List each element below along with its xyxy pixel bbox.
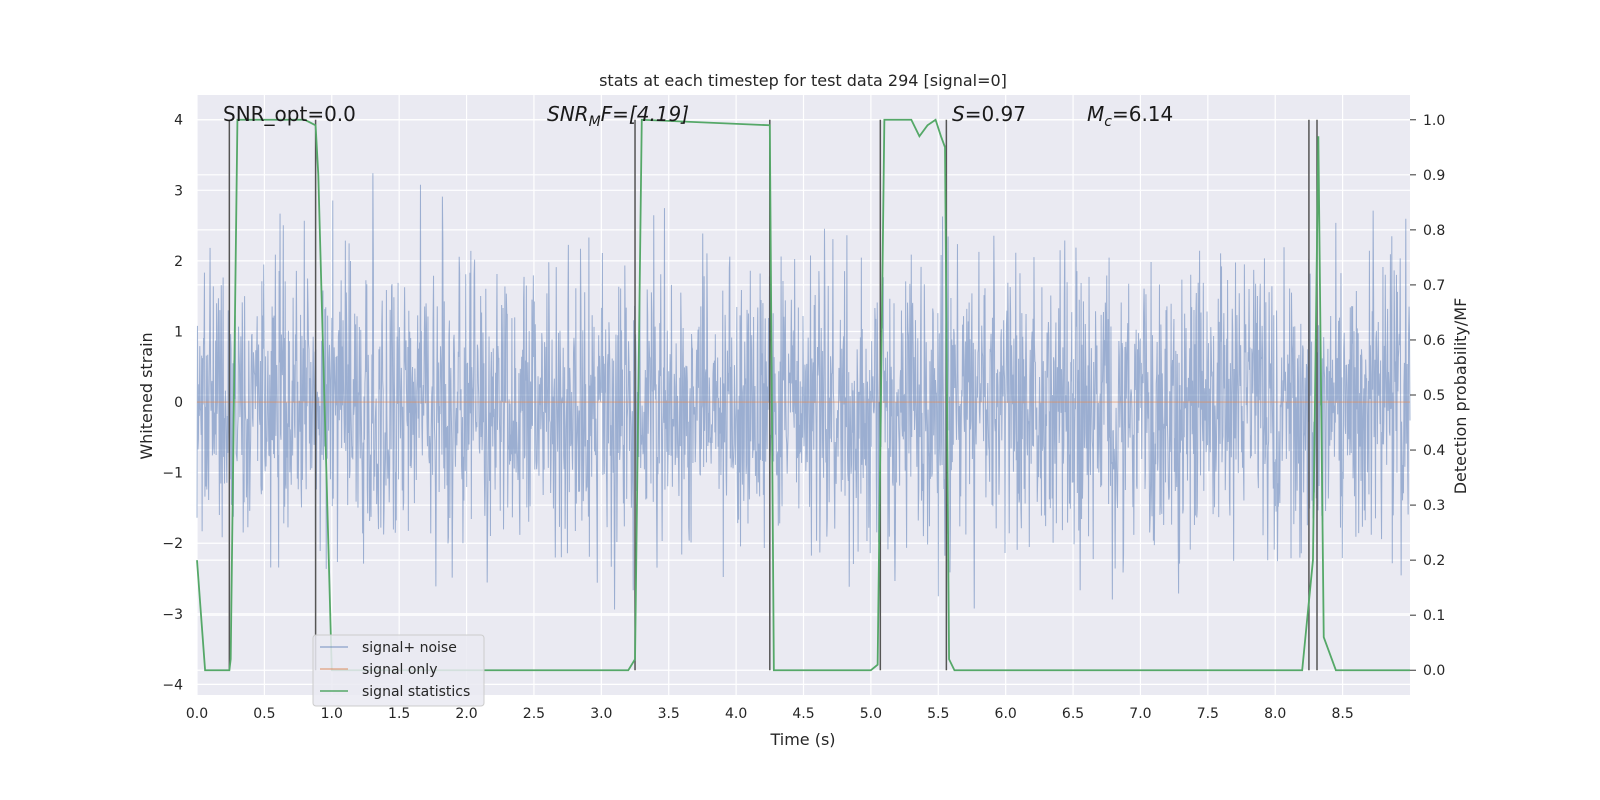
x-tick-label: 4.0 xyxy=(725,706,747,722)
y-tick-label: −1 xyxy=(162,466,183,482)
y2-axis-label: Detection probability/MF xyxy=(1451,298,1470,495)
y-axis-label: Whitened strain xyxy=(137,332,156,459)
y-tick-label: 2 xyxy=(174,254,183,270)
legend-label-signal-only: signal only xyxy=(362,662,437,678)
y-tick-label: −3 xyxy=(162,607,183,623)
x-tick-label: 2.0 xyxy=(455,706,477,722)
x-tick-label: 3.0 xyxy=(590,706,612,722)
x-tick-label: 1.0 xyxy=(321,706,343,722)
x-tick-label: 1.5 xyxy=(388,706,410,722)
chart-title: stats at each timestep for test data 294… xyxy=(599,71,1007,90)
legend-box xyxy=(312,634,485,707)
x-tick-label: 0.0 xyxy=(186,706,208,722)
x-tick-label: 5.5 xyxy=(927,706,949,722)
x-tick-label: 3.5 xyxy=(658,706,680,722)
x-tick-label: 6.0 xyxy=(995,706,1017,722)
annotation-snr-opt: SNR_opt=0.0 xyxy=(223,102,356,126)
y-axis-ticks: 4 3 2 1 0 −1 −2 −3 −4 xyxy=(162,113,183,694)
y2-tick-label: 0.6 xyxy=(1423,333,1445,349)
x-tick-label: 6.5 xyxy=(1062,706,1084,722)
series-signal-noise xyxy=(196,173,1411,610)
x-axis-label: Time (s) xyxy=(769,730,835,749)
y2-axis-ticks: 1.0 0.9 0.8 0.7 0.6 0.5 0.4 0.3 0.2 0.1 0.0 xyxy=(1410,113,1445,679)
y2-tick-label: 0.4 xyxy=(1423,443,1445,459)
y2-tick-label: 0.5 xyxy=(1423,388,1445,404)
statistics-trace xyxy=(196,118,1410,672)
y-tick-label: −4 xyxy=(162,677,183,693)
series-signal-statistics xyxy=(196,118,1410,672)
y2-tick-label: 0.8 xyxy=(1423,223,1445,239)
y2-tick-label: 1.0 xyxy=(1423,113,1445,129)
annotation-chirp-mass: Mc=6.14 xyxy=(1087,102,1173,130)
x-tick-label: 7.0 xyxy=(1129,706,1151,722)
y-tick-label: 3 xyxy=(174,183,183,199)
x-axis-ticks: 0.0 0.5 1.0 1.5 2.0 2.5 3.0 3.5 4.0 4.5 5.0 5.5 6.0 6… xyxy=(186,706,1354,722)
y2-tick-label: 0.7 xyxy=(1423,278,1445,294)
annotation-spin: S=0.97 xyxy=(952,102,1026,126)
x-tick-label: 8.5 xyxy=(1331,706,1353,722)
x-tick-label: 7.5 xyxy=(1197,706,1219,722)
y2-tick-label: 0.2 xyxy=(1423,553,1445,569)
x-tick-label: 2.5 xyxy=(523,706,545,722)
y2-tick-label: 0.0 xyxy=(1423,663,1445,679)
x-tick-label: 4.5 xyxy=(792,706,814,722)
legend: signal+ noise signal only signal statist… xyxy=(312,634,485,707)
y-tick-label: 0 xyxy=(174,395,183,411)
x-tick-label: 5.0 xyxy=(860,706,882,722)
y2-tick-label: 0.3 xyxy=(1423,498,1445,514)
legend-label-noise: signal+ noise xyxy=(362,640,457,656)
x-tick-label: 8.0 xyxy=(1264,706,1286,722)
y2-tick-label: 0.1 xyxy=(1423,608,1445,624)
y-tick-label: 4 xyxy=(174,113,183,129)
annotation-snr-mf: SNRMF=[4.19] xyxy=(547,102,689,130)
y-tick-label: −2 xyxy=(162,536,183,552)
y2-tick-label: 0.9 xyxy=(1423,168,1445,184)
y-tick-label: 1 xyxy=(174,324,183,340)
noise-trace xyxy=(196,173,1411,610)
x-tick-label: 0.5 xyxy=(253,706,275,722)
legend-label-statistics: signal statistics xyxy=(362,684,470,700)
